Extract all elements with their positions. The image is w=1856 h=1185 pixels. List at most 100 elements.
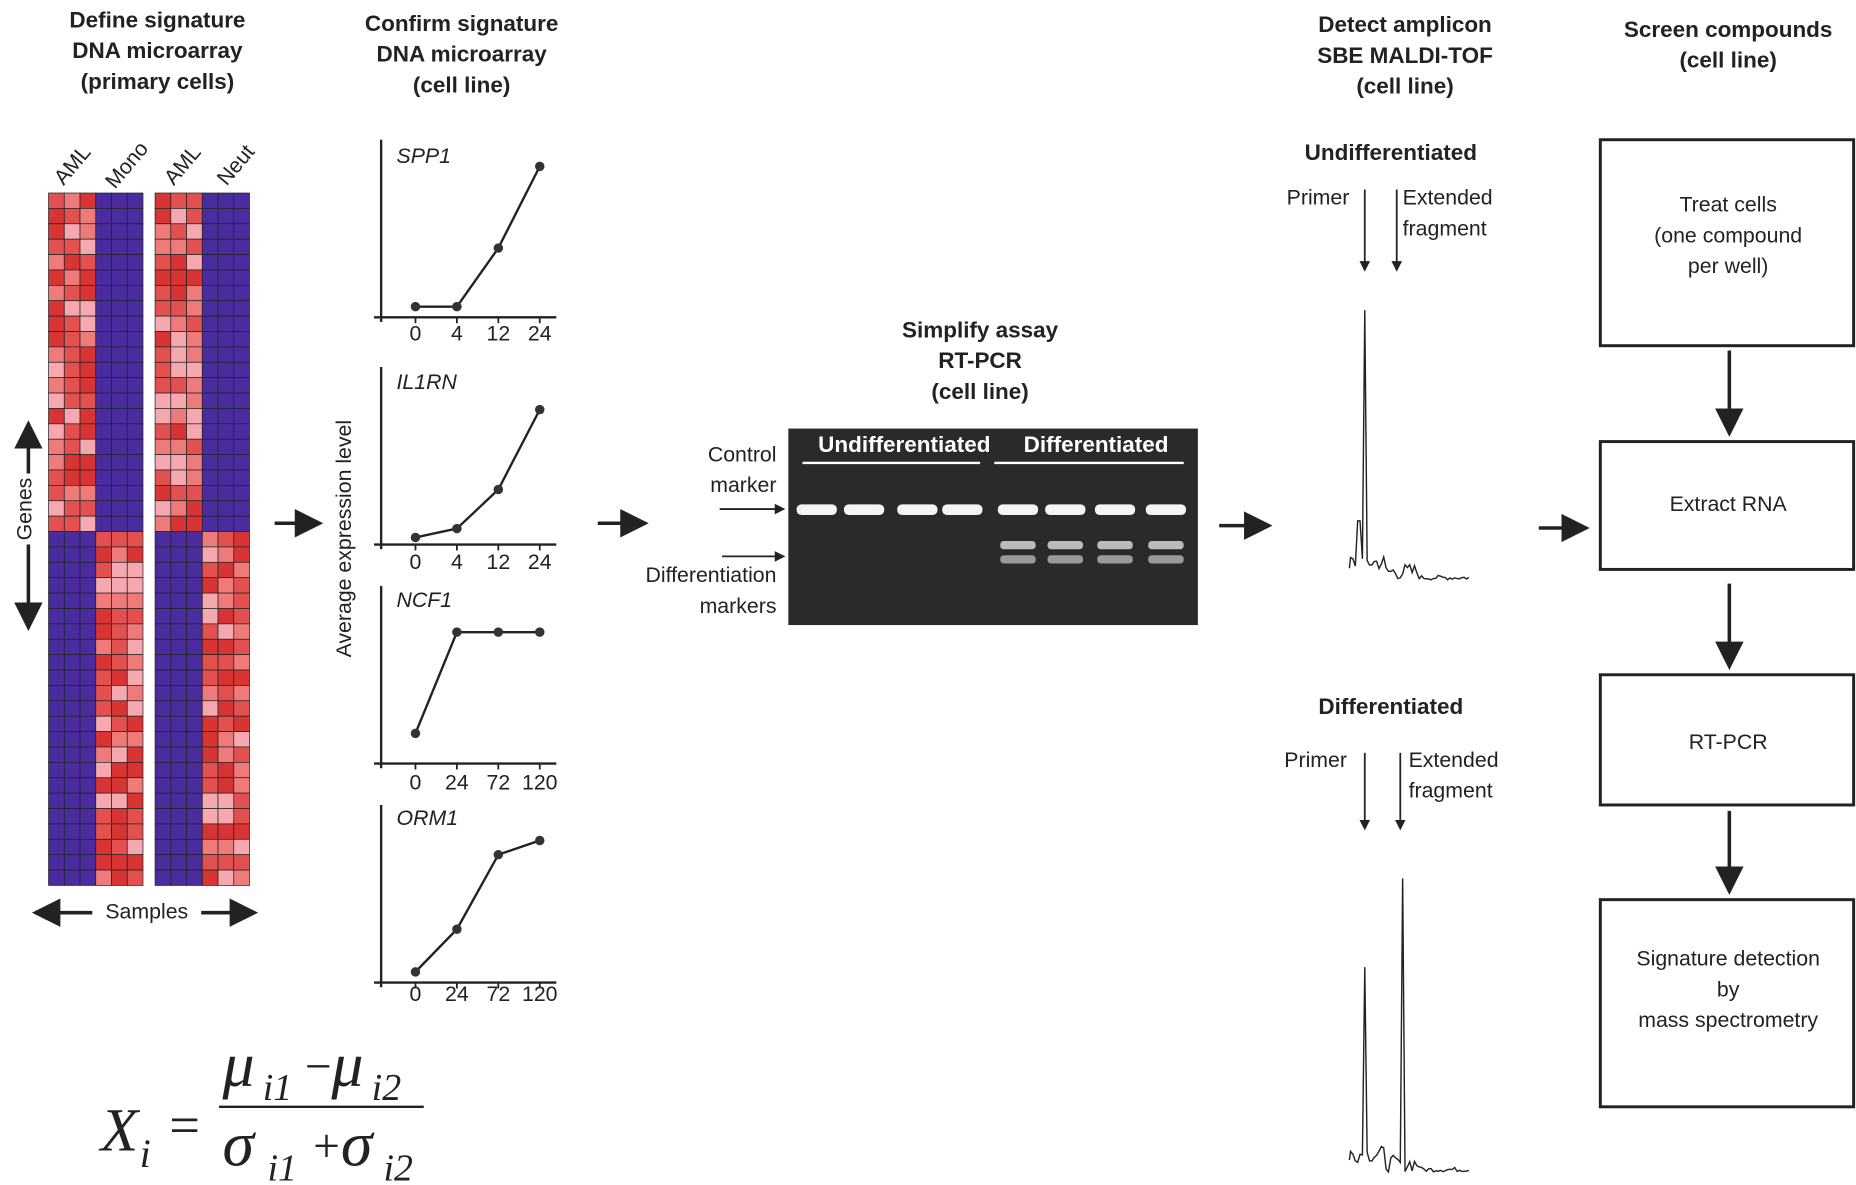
heatmap-cell [171, 701, 187, 716]
heatmap-cell [64, 408, 80, 423]
heatmap-cell [234, 716, 250, 731]
label: DNA microarray [377, 42, 548, 67]
heatmap-cell [171, 516, 187, 531]
heatmap-cell [202, 408, 218, 423]
heatmap-cell [234, 424, 250, 439]
figure: Define signatureDNA microarray(primary c… [0, 0, 1856, 1185]
heatmap-cell [96, 793, 112, 808]
heatmap-cell [202, 824, 218, 839]
point [452, 627, 461, 636]
heatmap-cell [96, 870, 112, 885]
label: by [1717, 977, 1740, 1001]
heatmap-cell [171, 285, 187, 300]
heatmap-cell [80, 470, 96, 485]
heatmap-cell [155, 809, 171, 824]
heatmap-cell [187, 255, 203, 270]
heatmap-cell [64, 593, 80, 608]
label: Simplify assay [902, 317, 1059, 342]
heatmap-cell [127, 224, 143, 239]
heatmap-cell [96, 716, 112, 731]
heatmap-cell [64, 393, 80, 408]
heatmap-cell [155, 378, 171, 393]
heatmap-cell [234, 793, 250, 808]
heatmap-cell [64, 762, 80, 777]
label: 4 [451, 322, 463, 346]
heatmap-cell [218, 732, 234, 747]
point [535, 836, 544, 845]
heatmap-cell [96, 224, 112, 239]
heatmap-cell [96, 193, 112, 208]
heatmap-cell [49, 270, 65, 285]
heatmap-cell [171, 239, 187, 254]
label: 120 [522, 982, 558, 1006]
heatmap-cell [218, 485, 234, 500]
heatmap-cell [112, 239, 128, 254]
heatmap-cell [155, 455, 171, 470]
heatmap-cell [96, 532, 112, 547]
band [897, 504, 937, 515]
heatmap-cell [202, 701, 218, 716]
heatmap-cell [64, 685, 80, 700]
label: Define signature [69, 7, 245, 32]
heatmap-cell [112, 547, 128, 562]
heatmap-cell [49, 255, 65, 270]
heatmap-cell [112, 362, 128, 377]
heatmap-cell [64, 747, 80, 762]
point [452, 925, 461, 934]
heatmap-cell [96, 347, 112, 362]
band [1045, 504, 1085, 515]
heatmap-cell [218, 747, 234, 762]
heatmap-cell [234, 624, 250, 639]
heatmap-cell [155, 255, 171, 270]
heatmap-cell [171, 193, 187, 208]
heatmap-cell [155, 670, 171, 685]
heatmap-cell [234, 855, 250, 870]
heatmap-cell [96, 424, 112, 439]
heatmap-cell [64, 547, 80, 562]
heatmap-cell [64, 470, 80, 485]
heatmap-cell [64, 701, 80, 716]
heatmap-cell [96, 824, 112, 839]
heatmap-cell [234, 578, 250, 593]
heatmap-cell [187, 593, 203, 608]
heatmap-cell [234, 562, 250, 577]
heatmap-cell [171, 455, 187, 470]
heatmap-cell [234, 439, 250, 454]
heatmap-cell [49, 347, 65, 362]
point [411, 967, 420, 976]
heatmap-cell [80, 747, 96, 762]
heatmap-cell [187, 809, 203, 824]
heatmap-cell [234, 393, 250, 408]
label: Detect amplicon [1318, 12, 1492, 37]
heatmap-cell [127, 424, 143, 439]
heatmap-cell [155, 408, 171, 423]
heatmap-cell [202, 332, 218, 347]
heatmap-cell [234, 301, 250, 316]
heatmap-cell [218, 809, 234, 824]
heatmap-cell [49, 562, 65, 577]
heatmap-cell [171, 670, 187, 685]
band [1148, 541, 1184, 549]
point [411, 302, 420, 311]
heatmap-cell [112, 701, 128, 716]
label: ORM1 [397, 806, 459, 830]
heatmap-cell [64, 347, 80, 362]
heatmap-cell [64, 608, 80, 623]
heatmap-cell [112, 593, 128, 608]
label: Genes [13, 478, 37, 541]
heatmap-cell [127, 501, 143, 516]
heatmap-cell [96, 362, 112, 377]
heatmap-cell [80, 332, 96, 347]
band [1000, 555, 1036, 563]
heatmap-cell [171, 870, 187, 885]
heatmap-cell [155, 224, 171, 239]
heatmap-cell [202, 393, 218, 408]
heatmap-cell [112, 624, 128, 639]
heatmap-cell [155, 439, 171, 454]
heatmap-cell [218, 547, 234, 562]
band [1095, 504, 1135, 515]
heatmap-cell [64, 316, 80, 331]
heatmap-cell [202, 809, 218, 824]
heatmap-cell [127, 762, 143, 777]
label: (cell line) [1356, 74, 1453, 99]
